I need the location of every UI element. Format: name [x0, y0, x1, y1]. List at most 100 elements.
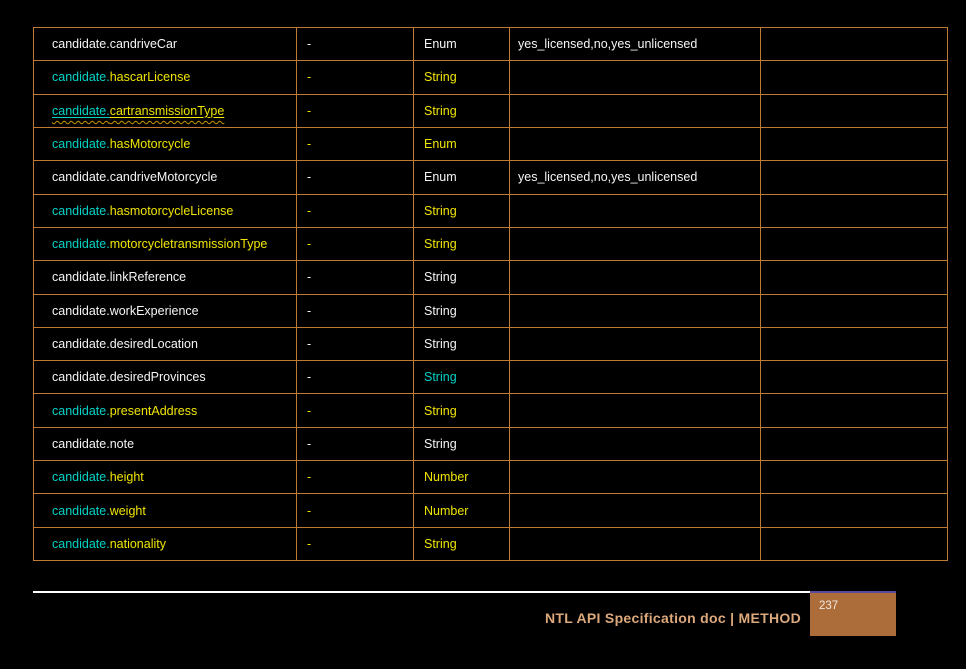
field-prefix: candidate. — [52, 103, 110, 118]
field-name: hascarLicense — [109, 70, 191, 85]
notes-cell — [761, 494, 947, 526]
default-value-cell: - — [297, 327, 414, 361]
type-cell: Number — [414, 461, 510, 494]
field-full-name: candidate.hasmotorcycleLicense — [52, 204, 233, 218]
field-prefix: candidate. — [52, 336, 110, 351]
field-full-name: candidate.note — [52, 437, 134, 451]
default-value-cell: - — [297, 94, 414, 127]
field-spec-table: candidate.candriveCar - Enum yes_license… — [33, 27, 948, 561]
enum-values-cell — [510, 361, 761, 394]
field-prefix: candidate. — [52, 270, 110, 285]
default-value-cell: - — [297, 494, 414, 527]
default-value-cell: - — [297, 194, 414, 227]
table-row: candidate.nationality - String — [34, 527, 947, 560]
field-prefix: candidate. — [52, 536, 110, 551]
table-row: candidate.cartransmissionType - String — [34, 94, 947, 128]
field-cell: candidate.candriveMotorcycle — [34, 161, 297, 194]
field-cell: candidate.desiredLocation — [34, 327, 297, 361]
type-cell: String — [414, 361, 510, 394]
default-value-cell: - — [297, 361, 414, 394]
notes-cell — [761, 228, 947, 260]
table-row: candidate.workExperience - String — [34, 294, 947, 328]
table-row: candidate.height - Number — [34, 461, 947, 495]
field-prefix: candidate. — [52, 503, 110, 518]
notes-cell — [761, 161, 947, 193]
field-cell: candidate.hasMotorcycle — [34, 127, 297, 161]
table-row: candidate.note - String — [34, 427, 947, 462]
table-row: candidate.linkReference - String — [34, 261, 947, 295]
field-full-name: candidate.candriveCar — [52, 37, 177, 51]
notes-cell — [761, 328, 947, 360]
type-cell: String — [414, 227, 510, 261]
field-prefix: candidate. — [52, 37, 110, 52]
field-full-name: candidate.workExperience — [52, 304, 199, 318]
type-cell: Enum — [414, 161, 510, 194]
default-value-cell: - — [297, 227, 414, 261]
footer-doc-title: NTL API Specification doc | METHOD — [544, 610, 801, 626]
enum-values-cell — [510, 61, 761, 94]
field-name: workExperience — [109, 303, 199, 318]
notes-cell — [761, 61, 947, 93]
field-cell: candidate.linkReference — [34, 261, 297, 294]
default-value-cell: - — [297, 427, 414, 461]
notes-cell — [761, 295, 947, 327]
field-prefix: candidate. — [52, 470, 110, 485]
table-row: candidate.weight - Number — [34, 494, 947, 528]
page-number: 237 — [819, 600, 839, 612]
notes-cell — [761, 428, 947, 460]
table-row: candidate.hasmotorcycleLicense - String — [34, 194, 947, 228]
notes-cell — [761, 28, 947, 60]
enum-values-cell — [510, 461, 761, 494]
enum-values-cell — [510, 327, 761, 361]
enum-values-cell — [510, 427, 761, 461]
notes-cell — [761, 128, 947, 160]
field-cell: candidate.height — [34, 461, 297, 494]
field-name: presentAddress — [109, 403, 198, 418]
field-prefix: candidate. — [52, 170, 110, 185]
field-cell: candidate.hasmotorcycleLicense — [34, 194, 297, 227]
field-name: candriveMotorcycle — [109, 170, 218, 185]
table-row: candidate.hasMotorcycle - Enum — [34, 127, 947, 162]
field-cell: candidate.desiredProvinces — [34, 361, 297, 394]
field-full-name: candidate.desiredLocation — [52, 337, 198, 351]
field-name: weight — [109, 503, 146, 518]
field-name: hasMotorcycle — [109, 137, 191, 152]
default-value-cell: - — [297, 28, 414, 61]
table-row: candidate.hascarLicense - String — [34, 61, 947, 95]
footer-divider-line — [33, 591, 810, 593]
notes-cell — [761, 195, 947, 227]
field-name: height — [109, 470, 144, 485]
field-full-name: candidate.hasMotorcycle — [52, 137, 190, 151]
field-cell: candidate.presentAddress — [34, 394, 297, 427]
default-value-cell: - — [297, 61, 414, 94]
default-value-cell: - — [297, 294, 414, 327]
notes-cell — [761, 461, 947, 493]
table-row: candidate.desiredLocation - String — [34, 327, 947, 362]
field-cell: candidate.candriveCar — [34, 28, 297, 61]
field-full-name: candidate.linkReference — [52, 270, 186, 284]
field-full-name: candidate.candriveMotorcycle — [52, 170, 217, 184]
field-full-name: candidate.height — [52, 470, 144, 484]
table-row: candidate.presentAddress - String — [34, 394, 947, 428]
page-number-box: 237 — [810, 591, 896, 636]
type-cell: String — [414, 427, 510, 461]
field-full-name: candidate.nationality — [52, 537, 166, 551]
field-full-name[interactable]: candidate.cartransmissionType — [52, 104, 224, 118]
field-prefix: candidate. — [52, 237, 110, 252]
type-cell: Enum — [414, 28, 510, 61]
field-prefix: candidate. — [52, 370, 110, 385]
field-prefix: candidate. — [52, 403, 110, 418]
field-name: nationality — [109, 536, 166, 551]
field-name: cartransmissionType — [109, 103, 225, 118]
table-row: candidate.candriveMotorcycle - Enum yes_… — [34, 161, 947, 195]
type-cell: String — [414, 61, 510, 94]
type-cell: String — [414, 294, 510, 327]
default-value-cell: - — [297, 161, 414, 194]
field-name: desiredLocation — [109, 336, 198, 351]
default-value-cell: - — [297, 394, 414, 427]
field-name: candriveCar — [109, 37, 178, 52]
notes-cell — [761, 394, 947, 426]
field-cell: candidate.motorcycletransmissionType — [34, 227, 297, 261]
enum-values-cell — [510, 494, 761, 527]
